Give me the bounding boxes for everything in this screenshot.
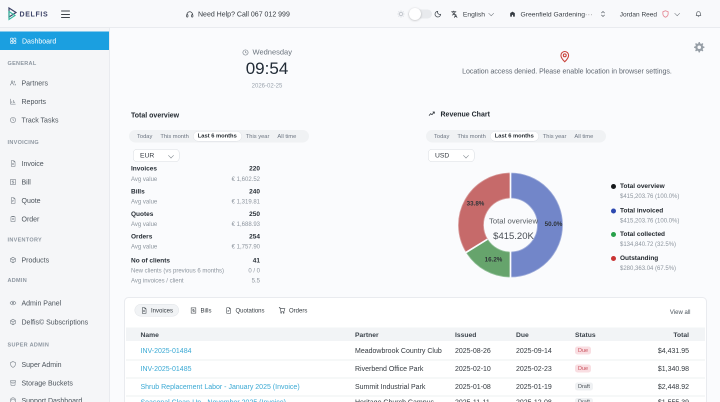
svg-text:$415.20K: $415.20K xyxy=(493,231,534,242)
svg-text:Total overview: Total overview xyxy=(489,217,539,226)
svg-text:50.0%: 50.0% xyxy=(545,221,563,228)
svg-text:33.8%: 33.8% xyxy=(467,201,485,208)
svg-text:16.2%: 16.2% xyxy=(485,257,503,264)
